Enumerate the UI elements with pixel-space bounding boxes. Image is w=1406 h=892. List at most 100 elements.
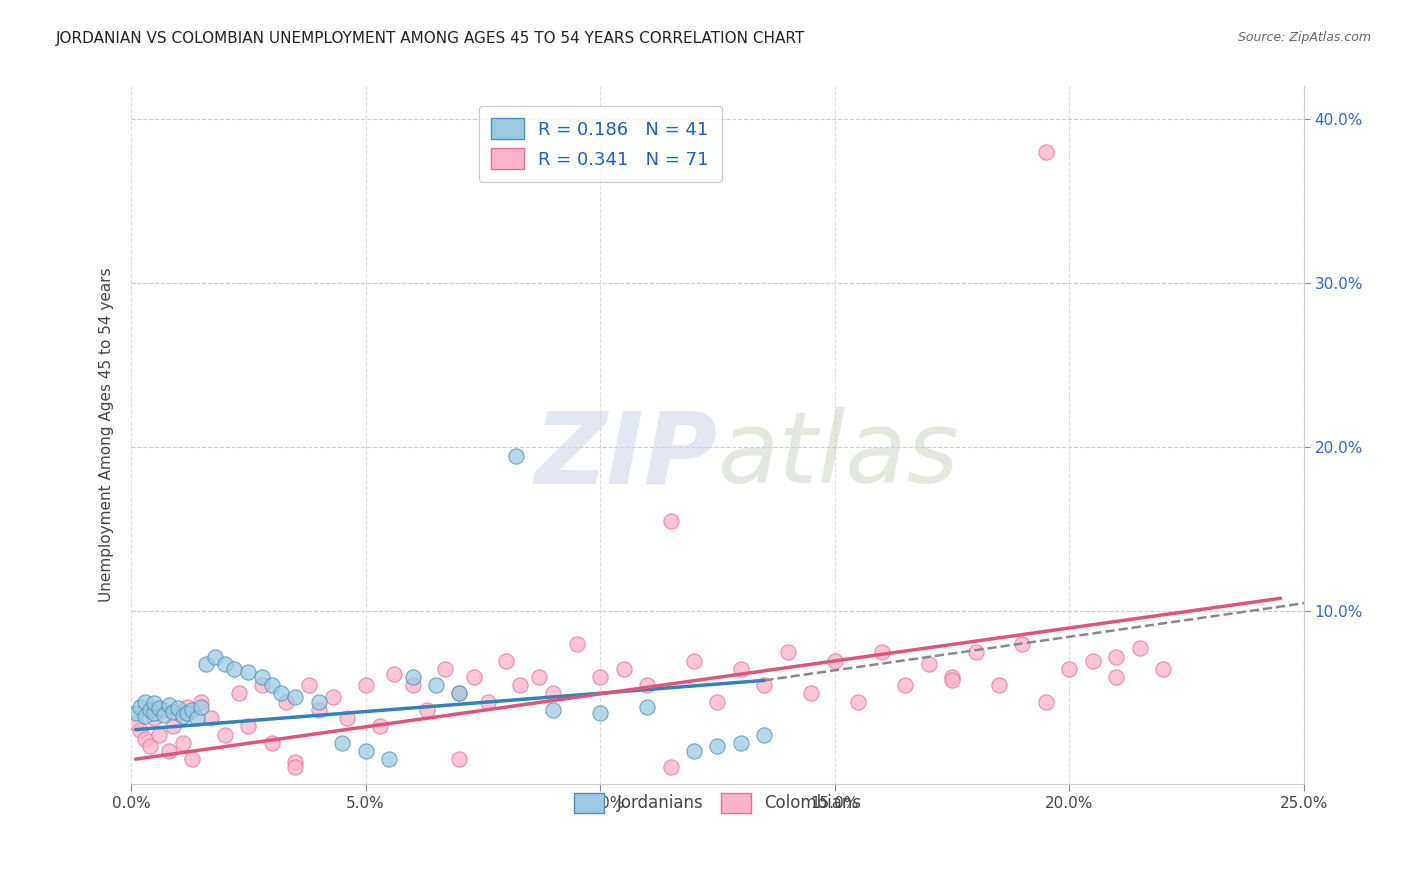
- Point: [330, 736, 353, 750]
- Point: [613, 662, 636, 676]
- Point: [543, 703, 565, 717]
- Point: [1081, 654, 1104, 668]
- Point: [941, 673, 963, 688]
- Point: [204, 650, 226, 665]
- Point: [368, 719, 391, 733]
- Point: [181, 703, 204, 717]
- Point: [463, 670, 485, 684]
- Point: [162, 719, 184, 733]
- Point: [589, 706, 612, 721]
- Text: atlas: atlas: [717, 408, 959, 505]
- Point: [401, 678, 423, 692]
- Point: [143, 706, 166, 721]
- Point: [495, 654, 517, 668]
- Point: [509, 678, 531, 692]
- Point: [134, 695, 156, 709]
- Point: [1105, 650, 1128, 665]
- Point: [846, 695, 869, 709]
- Point: [505, 449, 527, 463]
- Point: [870, 645, 893, 659]
- Point: [800, 686, 823, 700]
- Point: [308, 695, 330, 709]
- Point: [683, 654, 706, 668]
- Text: Source: ZipAtlas.com: Source: ZipAtlas.com: [1237, 31, 1371, 45]
- Point: [224, 662, 246, 676]
- Point: [322, 690, 344, 704]
- Point: [252, 678, 274, 692]
- Point: [134, 732, 156, 747]
- Point: [148, 701, 170, 715]
- Point: [941, 670, 963, 684]
- Point: [824, 654, 846, 668]
- Legend: Jordanians, Colombians: Jordanians, Colombians: [562, 781, 873, 824]
- Point: [449, 686, 471, 700]
- Point: [125, 716, 148, 731]
- Point: [529, 670, 551, 684]
- Point: [1035, 145, 1057, 159]
- Point: [153, 707, 176, 722]
- Point: [1011, 637, 1033, 651]
- Point: [139, 703, 162, 717]
- Point: [543, 686, 565, 700]
- Point: [260, 678, 283, 692]
- Point: [238, 665, 260, 680]
- Point: [1105, 670, 1128, 684]
- Point: [162, 705, 184, 719]
- Point: [336, 711, 359, 725]
- Point: [172, 709, 194, 723]
- Point: [153, 703, 176, 717]
- Point: [415, 703, 437, 717]
- Point: [129, 723, 152, 737]
- Point: [730, 736, 752, 750]
- Y-axis label: Unemployment Among Ages 45 to 54 years: Unemployment Among Ages 45 to 54 years: [100, 268, 114, 602]
- Point: [134, 709, 156, 723]
- Point: [1059, 662, 1081, 676]
- Point: [284, 756, 307, 770]
- Point: [190, 695, 212, 709]
- Point: [186, 711, 208, 725]
- Point: [260, 736, 283, 750]
- Point: [143, 711, 166, 725]
- Point: [706, 739, 728, 753]
- Point: [754, 678, 776, 692]
- Point: [228, 686, 250, 700]
- Point: [730, 662, 752, 676]
- Text: ZIP: ZIP: [534, 408, 717, 505]
- Point: [167, 701, 190, 715]
- Point: [195, 657, 218, 671]
- Point: [636, 678, 658, 692]
- Point: [683, 744, 706, 758]
- Point: [274, 695, 297, 709]
- Point: [477, 695, 499, 709]
- Point: [172, 736, 194, 750]
- Point: [139, 739, 162, 753]
- Point: [965, 645, 987, 659]
- Point: [157, 698, 180, 712]
- Point: [589, 670, 612, 684]
- Point: [298, 678, 321, 692]
- Point: [167, 706, 190, 721]
- Point: [1129, 640, 1152, 655]
- Point: [776, 645, 799, 659]
- Point: [181, 752, 204, 766]
- Point: [1035, 695, 1057, 709]
- Point: [157, 744, 180, 758]
- Point: [284, 690, 307, 704]
- Point: [148, 727, 170, 741]
- Point: [917, 657, 939, 671]
- Text: JORDANIAN VS COLOMBIAN UNEMPLOYMENT AMONG AGES 45 TO 54 YEARS CORRELATION CHART: JORDANIAN VS COLOMBIAN UNEMPLOYMENT AMON…: [56, 31, 806, 46]
- Point: [378, 752, 401, 766]
- Point: [1152, 662, 1174, 676]
- Point: [434, 662, 457, 676]
- Point: [200, 711, 222, 725]
- Point: [252, 670, 274, 684]
- Point: [636, 699, 658, 714]
- Point: [129, 699, 152, 714]
- Point: [143, 696, 166, 710]
- Point: [401, 670, 423, 684]
- Point: [565, 637, 588, 651]
- Point: [894, 678, 917, 692]
- Point: [214, 727, 236, 741]
- Point: [449, 686, 471, 700]
- Point: [270, 686, 292, 700]
